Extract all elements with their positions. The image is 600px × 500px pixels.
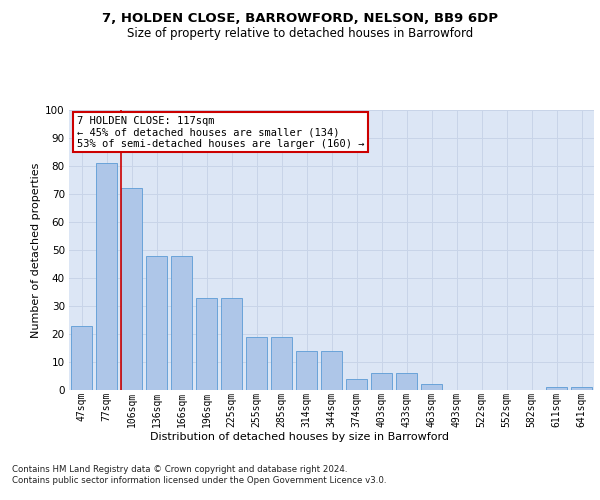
Bar	[96, 163, 117, 390]
Bar	[246, 337, 267, 390]
Text: Distribution of detached houses by size in Barrowford: Distribution of detached houses by size …	[151, 432, 449, 442]
Text: Contains public sector information licensed under the Open Government Licence v3: Contains public sector information licen…	[12, 476, 386, 485]
Bar	[396, 373, 417, 390]
Bar	[71, 326, 92, 390]
Bar	[271, 337, 292, 390]
Bar	[321, 351, 342, 390]
Bar	[196, 298, 217, 390]
Y-axis label: Number of detached properties: Number of detached properties	[31, 162, 41, 338]
Bar	[346, 379, 367, 390]
Bar	[371, 373, 392, 390]
Bar	[146, 256, 167, 390]
Text: 7, HOLDEN CLOSE, BARROWFORD, NELSON, BB9 6DP: 7, HOLDEN CLOSE, BARROWFORD, NELSON, BB9…	[102, 12, 498, 26]
Text: Size of property relative to detached houses in Barrowford: Size of property relative to detached ho…	[127, 28, 473, 40]
Text: 7 HOLDEN CLOSE: 117sqm
← 45% of detached houses are smaller (134)
53% of semi-de: 7 HOLDEN CLOSE: 117sqm ← 45% of detached…	[77, 116, 364, 149]
Bar	[421, 384, 442, 390]
Bar	[121, 188, 142, 390]
Bar	[546, 387, 567, 390]
Bar	[296, 351, 317, 390]
Bar	[221, 298, 242, 390]
Bar	[171, 256, 192, 390]
Text: Contains HM Land Registry data © Crown copyright and database right 2024.: Contains HM Land Registry data © Crown c…	[12, 465, 347, 474]
Bar	[571, 387, 592, 390]
